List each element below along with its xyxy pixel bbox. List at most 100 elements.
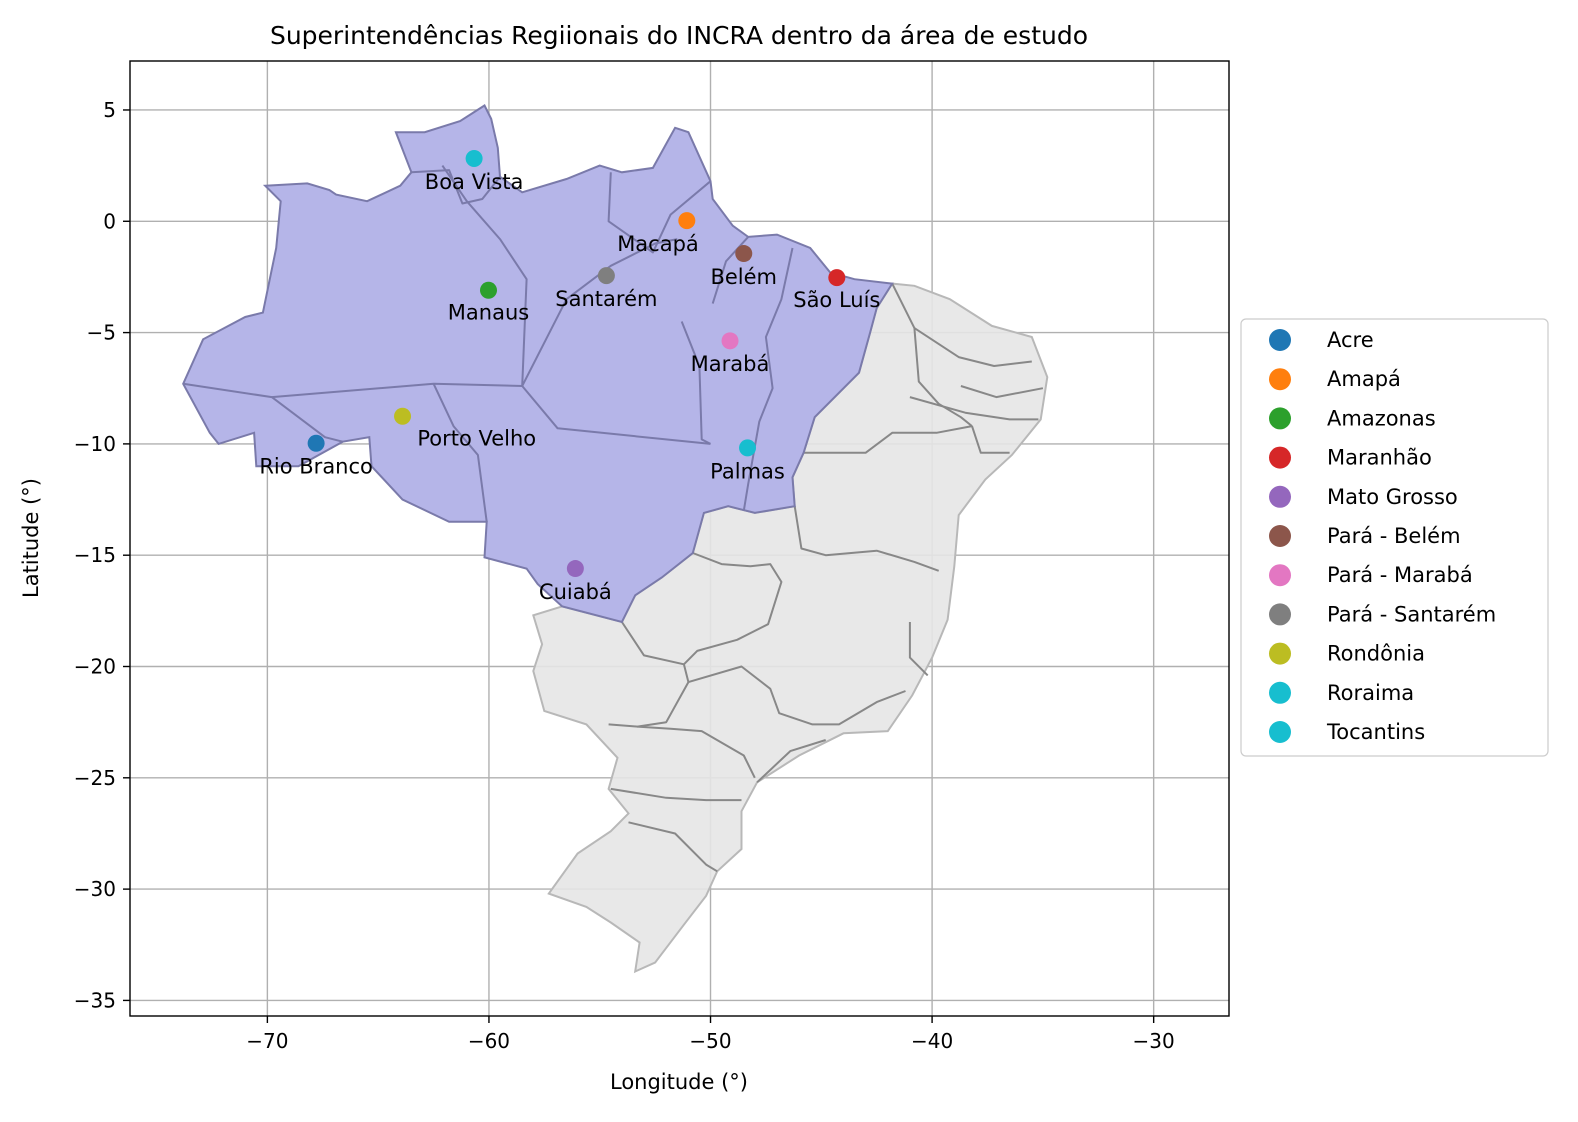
x-tick-label: −70 [246,1029,288,1053]
legend-frame [1240,318,1549,757]
legend-swatch [1269,329,1291,351]
city-label: Boa Vista [425,170,524,194]
city-label: Marabá [691,352,770,376]
state-border-line [628,821,718,873]
y-tick-label: 5 [103,98,116,122]
city-marker-group: Santarém [555,267,657,311]
city-marker [394,407,412,425]
state-border-line [521,238,678,387]
city-marker-group: Palmas [710,439,785,483]
state-border-line [183,382,343,443]
rest-state-borders [608,283,1044,873]
legend-swatch [1269,603,1291,626]
city-marker [735,245,753,263]
city-label: Macapá [617,232,699,256]
state-border-line [637,725,756,779]
legend-entries: Acre Amapá Amazonas Maranhão Mato Grosso Pará… [1269,328,1496,744]
legend-label: Amapá [1327,367,1401,391]
y-axis-label: Latitude (°) [19,478,43,598]
city-marker [828,269,846,287]
map-title: Superintendências Regiionais do INCRA de… [270,21,1088,50]
state-border-line [610,787,742,802]
legend-label: Amazonas [1327,406,1436,430]
legend-entry: Maranhão [1269,446,1432,470]
city-label: São Luís [793,288,880,312]
legend-swatch [1269,721,1291,743]
legend-label: Rondônia [1327,642,1425,666]
state-border-line [711,236,749,304]
study-area-region [182,104,894,624]
city-marker [307,434,325,452]
y-tick-label: −5 [87,321,116,345]
legend-entry: Mato Grosso [1269,485,1458,509]
x-tick-label: −50 [689,1029,731,1053]
state-border-line [913,327,1032,367]
legend-entry: Amazonas [1269,406,1436,430]
legend-swatch [1269,407,1291,430]
city-marker-group: Manaus [448,281,529,325]
city-label: Santarém [555,287,657,311]
city-label: Belém [710,265,777,289]
city-marker [566,560,584,578]
state-border-line [432,383,488,522]
state-border-line [960,385,1044,399]
y-tick-label: 0 [103,209,116,233]
x-axis-label: Longitude (°) [610,1070,748,1094]
legend: Acre Amapá Amazonas Maranhão Mato Grosso Pará… [1240,318,1549,757]
city-label: Porto Velho [417,427,536,451]
x-axis-ticks: −70 −60 −50 −40 −30 [246,1016,1175,1053]
legend-swatch [1269,485,1291,508]
city-marker [739,439,757,457]
y-axis-ticks: 5 0 −5 −10 −15 −20 −25 −30 −35 [74,98,130,1012]
legend-entry: Pará - Santarém [1269,602,1496,626]
legend-label: Maranhão [1327,446,1432,470]
x-tick-label: −40 [911,1029,953,1053]
map-area: Rio Branco Macapá Manaus São Luís Cuiabá Belé… [130,61,1229,1016]
legend-label: Pará - Santarém [1327,602,1496,626]
state-border-line [756,739,826,784]
axes-frame [129,60,1230,1017]
state-border-line [680,321,711,445]
legend-label: Tocantins [1326,720,1425,744]
state-border-line [793,506,940,572]
rest-of-brazil-region [532,282,1049,974]
state-border-line [411,169,501,205]
city-marker-group: Boa Vista [425,150,524,194]
y-tick-label: −25 [74,766,116,790]
city-label: Manaus [448,301,529,325]
state-border-line [971,425,1010,454]
city-marker [597,267,615,285]
city-marker-group: Cuiabá [539,560,612,604]
legend-label: Pará - Belém [1327,524,1461,548]
city-marker [721,332,739,350]
state-border-line [441,165,528,387]
state-border-line [688,665,906,726]
study-state-borders [183,165,794,522]
state-border-line [891,283,973,427]
legend-entry: Amapá [1269,367,1401,391]
legend-swatch [1269,642,1291,665]
city-marker-group: Belém [710,245,777,289]
city-marker-group: São Luís [793,269,880,312]
x-tick-label: −30 [1133,1029,1175,1053]
y-tick-label: −35 [74,988,116,1012]
legend-label: Roraima [1327,681,1414,705]
legend-entry: Tocantins [1269,720,1425,744]
city-marker-group: Rio Branco [259,434,373,479]
legend-swatch [1269,368,1291,391]
city-label: Palmas [710,459,785,483]
state-border-line [683,552,783,666]
legend-entry: Roraima [1269,681,1414,705]
city-label: Rio Branco [259,455,373,479]
state-border-line [909,396,1039,421]
legend-swatch [1269,564,1291,587]
city-marker-group: Porto Velho [394,407,536,451]
y-tick-label: −30 [74,877,116,901]
legend-swatch [1269,525,1291,547]
legend-swatch [1269,681,1291,704]
state-border-line [803,425,973,454]
city-label: Cuiabá [539,580,612,604]
city-marker [678,212,696,230]
city-marker [465,150,483,168]
